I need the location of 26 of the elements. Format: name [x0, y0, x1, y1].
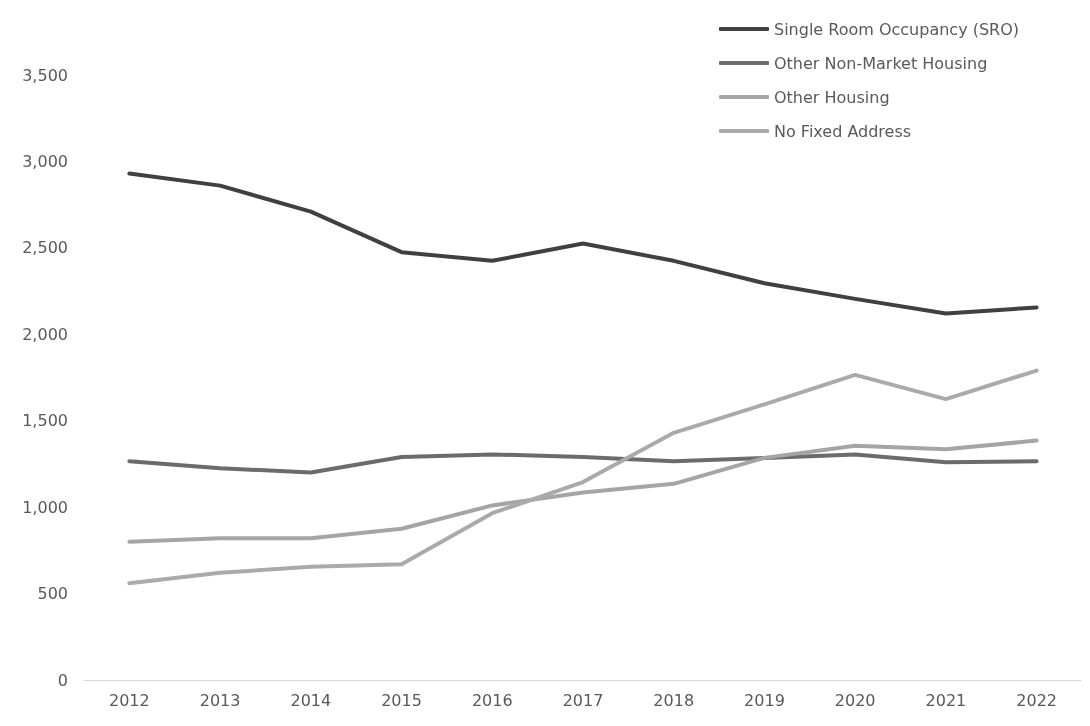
- x-tick-label: 2021: [925, 690, 967, 710]
- y-tick-label: 1,000: [22, 497, 68, 517]
- legend-label: No Fixed Address: [774, 121, 912, 141]
- x-tick-label: 2022: [1016, 690, 1057, 710]
- line-series: [127, 452, 1039, 475]
- legend-label: Single Room Occupancy (SRO): [774, 19, 1020, 39]
- x-tick-label: 2013: [199, 690, 241, 710]
- line-series: [127, 368, 1039, 586]
- legend-label: Other Non-Market Housing: [774, 53, 988, 73]
- x-tick-label: 2012: [109, 690, 150, 710]
- x-tick-label: 2019: [744, 690, 785, 710]
- y-tick-label: 3,000: [22, 151, 68, 171]
- x-tick-label: 2018: [653, 690, 695, 710]
- x-tick-label: 2016: [471, 690, 513, 710]
- y-tick-label: 2,000: [22, 324, 68, 344]
- legend-label: Other Housing: [774, 87, 890, 107]
- line-series: [127, 171, 1039, 316]
- x-tick-label: 2020: [834, 690, 876, 710]
- x-tick-label: 2017: [562, 690, 604, 710]
- y-tick-label: 3,500: [22, 65, 68, 85]
- y-tick-label: 0: [57, 670, 68, 690]
- y-tick-label: 1,500: [22, 411, 68, 431]
- y-tick-label: 500: [37, 584, 68, 604]
- x-tick-label: 2014: [290, 690, 332, 710]
- y-tick-label: 2,500: [22, 238, 68, 258]
- x-tick-label: 2015: [381, 690, 422, 710]
